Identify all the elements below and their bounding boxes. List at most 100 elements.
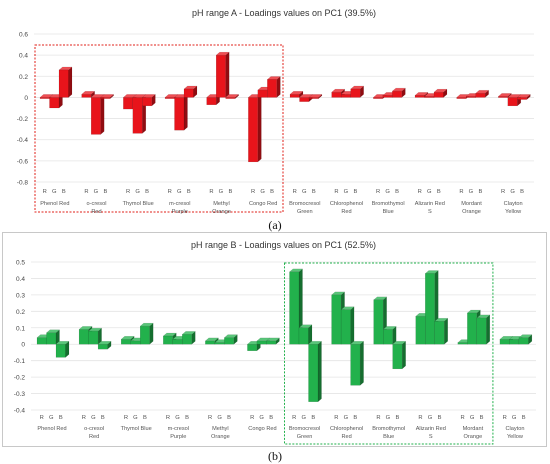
chart-b-category-label: m-cresol	[168, 426, 189, 432]
chart-a-bar	[100, 97, 111, 99]
chart-a-channel-label: G	[219, 189, 224, 195]
chart-b-group-7	[331, 291, 364, 386]
chart-b-category-label: Methyl	[212, 426, 228, 432]
chart-a-bar	[289, 94, 300, 98]
chart-b-channel-label: R	[460, 415, 464, 421]
chart-a-channel-label: B	[395, 189, 399, 195]
chart-b-bar	[350, 344, 361, 386]
chart-b-bar	[121, 339, 131, 345]
chart-a-ytick-label: -0.2	[17, 116, 29, 123]
chart-b-channel-label: R	[124, 415, 128, 421]
chart-b-channel-label: B	[227, 415, 231, 421]
chart-a-bar	[206, 97, 217, 105]
chart-b-group-10	[457, 309, 491, 345]
chart-a-category-label: o-cresol	[87, 201, 107, 207]
chart-a-bar	[39, 97, 50, 99]
chart-b-bar	[97, 344, 108, 350]
chart-a-ytick-label: -0.4	[17, 137, 29, 144]
chart-b-category-label: S	[429, 434, 433, 440]
chart-a-category-label: m-cresol	[169, 201, 190, 207]
chart-a-bar	[299, 97, 310, 102]
chart-a-ytick-label: -0.6	[17, 158, 29, 165]
chart-a-group-2	[122, 94, 156, 134]
chart-a-bar	[257, 89, 268, 98]
chart-a-channel-label: R	[293, 189, 297, 195]
chart-b-bar-side	[444, 317, 448, 345]
chart-b-bar	[415, 316, 426, 345]
chart-b-channel-label: G	[386, 415, 391, 421]
chart-a-channel-label: B	[437, 189, 441, 195]
chart-b-channel-label: B	[522, 415, 526, 421]
chart-a-bar	[331, 91, 342, 98]
chart-a-channel-label: R	[251, 189, 255, 195]
chart-a-group-5	[247, 76, 281, 163]
chart-b-channel-label: B	[480, 415, 484, 421]
chart-b-group-9	[415, 270, 449, 345]
chart-b-ytick-label: 0.3	[16, 292, 25, 299]
chart-a-channel-label: G	[260, 189, 265, 195]
chart-a-bar	[164, 97, 175, 99]
chart-b-category-label: Red	[89, 434, 99, 440]
chart-b-channel-label: R	[208, 415, 212, 421]
chart-a-bar	[248, 97, 258, 163]
chart-a-bar	[456, 97, 467, 99]
chart-b-bar	[214, 342, 225, 345]
chart-a-channel-label: G	[510, 189, 515, 195]
chart-a-highlight-box	[34, 44, 284, 213]
chart-a-channel-label: R	[376, 189, 380, 195]
chart-a-channel-label: G	[177, 189, 182, 195]
chart-b-category-label: Orange	[464, 434, 483, 440]
chart-b-channel-label: G	[470, 415, 475, 421]
chart-b-category-label: Bromocresol	[289, 426, 320, 432]
chart-a-ytick-label: -0.8	[17, 180, 29, 187]
chart-b-group-2	[120, 322, 154, 345]
chart-b-bar	[518, 337, 529, 345]
chart-b-channel-label: B	[143, 415, 147, 421]
chart-a-bar	[475, 93, 486, 98]
chart-b-bar-side	[359, 340, 364, 386]
chart-b-bar	[331, 294, 342, 345]
chart-b-bar	[373, 299, 384, 345]
chart-b-channel-label: R	[376, 415, 380, 421]
chart-a-bar-side	[100, 94, 105, 135]
chart-a-category-label: Green	[297, 209, 313, 215]
chart-a-bar-side	[276, 76, 281, 98]
chart-a-svg: pH range A - Loadings values on PC1 (39.…	[17, 8, 534, 215]
chart-b-channel-label: G	[217, 415, 222, 421]
chart-a-bar	[91, 97, 101, 135]
chart-b-category-label: Green	[297, 434, 313, 440]
chart-a-category-label: Bromocresol	[289, 201, 320, 207]
chart-b-category-label: Blue	[383, 434, 394, 440]
chart-a-category-label: Mordant	[461, 201, 482, 207]
chart-b-group-4	[204, 334, 238, 345]
chart-a-category-label: S	[428, 209, 432, 215]
chart-a-ytick-label: 0.4	[19, 53, 28, 60]
chart-b-channel-label: G	[91, 415, 96, 421]
chart-b-category-label: Phenol Red	[37, 426, 66, 432]
chart-a-bar	[507, 97, 518, 107]
chart-a-category-label: Clayton	[504, 201, 523, 207]
chart-b-bar	[140, 325, 150, 345]
chart-a-category-label: Red	[341, 209, 351, 215]
chart-b-group-11	[499, 334, 533, 345]
chart-b-bar	[55, 344, 66, 358]
chart-a-bar	[183, 88, 194, 98]
chart-b-channel-label: R	[418, 415, 422, 421]
chart-a-category-label: Purple	[172, 209, 188, 215]
chart-b-ytick-label: -0.4	[14, 408, 26, 415]
chart-b-ytick-label: 0.2	[16, 309, 25, 316]
chart-b-category-label: Purple	[170, 434, 186, 440]
chart-a-channel-label: R	[126, 189, 130, 195]
chart-a-channel-label: B	[187, 189, 191, 195]
chart-b-bar	[340, 309, 351, 345]
chart-a-ytick-label: 0.2	[19, 74, 28, 81]
chart-b-category-label: Red	[341, 434, 351, 440]
chart-b-bar	[163, 335, 173, 345]
chart-a-category-label: Yellow	[505, 209, 522, 215]
chart-b-category-label: Alizarin Red	[416, 426, 446, 432]
chart-a-channel-label: R	[501, 189, 505, 195]
chart-a-category-label: Phenol Red	[40, 201, 69, 207]
chart-b-bar	[425, 273, 435, 345]
chart-a-channel-label: G	[469, 189, 474, 195]
chart-b-channel-label: B	[353, 415, 357, 421]
